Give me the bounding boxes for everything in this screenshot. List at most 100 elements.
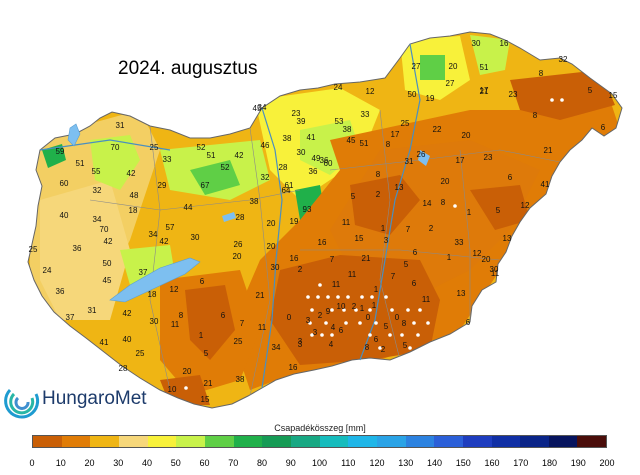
- lake-balaton: [109, 257, 201, 303]
- station-value: 31: [116, 121, 125, 130]
- station-value: 1: [467, 208, 472, 217]
- legend-swatch: [61, 436, 91, 447]
- station-value: 0: [395, 313, 400, 322]
- station-value: 45: [253, 104, 262, 113]
- station-value: 23: [292, 109, 301, 118]
- station-value: 51: [76, 159, 85, 168]
- station-value: 7: [391, 272, 396, 281]
- station-value: 31: [405, 157, 414, 166]
- station-value: 38: [236, 375, 245, 384]
- legend-tick-label: 90: [285, 458, 296, 468]
- station-value: 8: [533, 111, 538, 120]
- station-value: 4: [331, 323, 336, 332]
- station-value: 9: [326, 307, 331, 316]
- station-value: 20: [449, 62, 458, 71]
- station-value: 21: [256, 291, 265, 300]
- station-value: 20: [233, 252, 242, 261]
- station-value: 34: [272, 343, 281, 352]
- legend-tick-label: 50: [170, 458, 181, 468]
- station-value: 67: [201, 181, 210, 190]
- station-value: 23: [484, 153, 493, 162]
- station-value: 52: [197, 143, 206, 152]
- station-value: 20: [441, 177, 450, 186]
- legend-swatch: [262, 436, 291, 447]
- station-value: 8: [441, 198, 446, 207]
- station-value: 3: [384, 236, 389, 245]
- station-value: 18: [129, 206, 138, 215]
- station-value: 3: [306, 316, 311, 325]
- station-value: 30: [490, 265, 499, 274]
- station-value: 11: [258, 323, 267, 332]
- station-value: 59: [56, 147, 65, 156]
- station-value: 4: [329, 340, 334, 349]
- station-value: 19: [290, 217, 299, 226]
- station-value: 5: [496, 206, 501, 215]
- station-value: 21: [362, 254, 371, 263]
- station-value: 45: [103, 276, 112, 285]
- station-value: 2: [381, 345, 386, 354]
- station-value: 17: [480, 86, 489, 95]
- station-dots: [184, 98, 564, 390]
- station-value: 34: [258, 103, 267, 112]
- station-value: 26: [417, 150, 426, 159]
- lake-ferto: [67, 123, 81, 147]
- station-value: 1: [199, 331, 204, 340]
- legend-tick-label: 190: [570, 458, 586, 468]
- station-value: 16: [289, 363, 298, 372]
- legend-tick-label: 140: [426, 458, 443, 468]
- station-value: 32: [93, 186, 102, 195]
- station-value: 16: [318, 238, 327, 247]
- station-value: 28: [279, 163, 288, 172]
- legend-tick-label: 40: [141, 458, 153, 468]
- station-value: 33: [361, 110, 370, 119]
- station-value: 2: [352, 302, 357, 311]
- station-value: 41: [307, 133, 316, 142]
- station-value: 11: [422, 295, 431, 304]
- station-value: 30: [191, 233, 200, 242]
- station-value: 48: [130, 191, 139, 200]
- legend-swatch: [376, 436, 406, 447]
- legend-tick-label: 0: [29, 458, 35, 468]
- station-value: 52: [221, 163, 230, 172]
- station-value: 42: [160, 237, 169, 246]
- legend-swatch: [491, 436, 521, 447]
- station-value: 38: [343, 125, 352, 134]
- station-value: 11: [348, 270, 357, 279]
- station-value: 38: [283, 134, 292, 143]
- station-value: 21: [204, 379, 213, 388]
- station-value: 60: [324, 159, 333, 168]
- station-value: 7: [330, 255, 335, 264]
- station-value: 33: [455, 238, 464, 247]
- station-value: 3: [298, 337, 303, 346]
- station-value: 41: [541, 180, 550, 189]
- station-value: 28: [119, 364, 128, 373]
- legend-swatch: [548, 436, 578, 447]
- station-value: 30: [271, 263, 280, 272]
- station-value: 5: [404, 260, 409, 269]
- legend-tick-label: 110: [341, 458, 356, 468]
- station-value: 36: [73, 244, 82, 253]
- legend-tick-label: 170: [513, 458, 529, 468]
- station-value: 30: [297, 148, 306, 157]
- station-value: 70: [111, 143, 120, 152]
- station-value: 5: [588, 86, 593, 95]
- hungaromet-logo: [4, 388, 40, 419]
- station-value: 30: [472, 39, 481, 48]
- legend-swatch: [176, 436, 205, 447]
- station-value: 6: [508, 173, 513, 182]
- station-value: 16: [290, 254, 299, 263]
- station-value: 1: [447, 253, 452, 262]
- station-value: 13: [503, 234, 512, 243]
- legend-tick-label: 180: [541, 458, 558, 468]
- station-value: 7: [406, 225, 411, 234]
- station-value: 6: [374, 335, 379, 344]
- station-value: 50: [408, 90, 417, 99]
- legend-tick-label: 130: [398, 458, 414, 468]
- station-value: 17: [391, 130, 400, 139]
- station-value: 42: [123, 309, 132, 318]
- station-value: 29: [158, 181, 167, 190]
- station-value: 45: [347, 136, 356, 145]
- station-value: 21: [480, 87, 489, 96]
- station-value: 33: [163, 155, 172, 164]
- station-value: 1: [381, 224, 386, 233]
